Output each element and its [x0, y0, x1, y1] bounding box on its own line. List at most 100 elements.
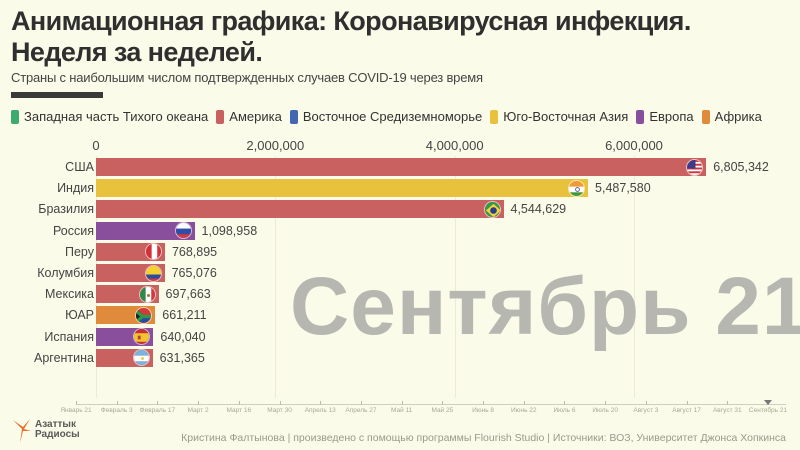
legend: Западная часть Тихого океана Америка Восто…	[11, 109, 762, 124]
timeline-tick	[401, 401, 403, 405]
country-label: Мексика	[44, 287, 94, 302]
timeline-date-label[interactable]: Август 17	[672, 407, 701, 414]
legend-label: Америка	[229, 109, 282, 124]
timeline-date-label[interactable]: Февраль 17	[139, 407, 176, 414]
gridline	[275, 156, 277, 398]
south-africa-flag-icon	[135, 306, 153, 324]
bar-row: Индия 5,487,580	[0, 179, 800, 198]
bar-row: Перу 768,895	[0, 242, 800, 261]
bar[interactable]	[96, 200, 504, 219]
legend-label: Восточное Средиземноморье	[302, 109, 483, 124]
timeline-date-label[interactable]: Апрель 27	[345, 407, 377, 414]
x-axis-tick-label: 6,000,000	[605, 138, 663, 153]
timeline-date-label[interactable]: Август 3	[633, 407, 659, 414]
bar-row: Бразилия 4,544,629	[0, 200, 800, 219]
x-axis-tick-label: 4,000,000	[425, 138, 484, 153]
timeline-tick	[605, 401, 607, 405]
legend-label: Западная часть Тихого океана	[24, 109, 209, 124]
timeline-date-label[interactable]: Март 2	[187, 407, 209, 414]
legend-item[interactable]: Юго-Восточная Азия	[490, 109, 628, 124]
gridline	[634, 156, 635, 398]
legend-item[interactable]: Западная часть Тихого океана	[11, 109, 208, 124]
timeline-tick	[360, 401, 362, 405]
timeline-track[interactable]	[76, 404, 786, 405]
timeline-date-label[interactable]: Апрель 13	[304, 407, 336, 414]
legend-item[interactable]: Европа	[636, 109, 694, 124]
title-line-1: Анимационная графика: Коронавирусная инф…	[11, 6, 691, 36]
bar[interactable]	[96, 179, 589, 198]
value-label: 6,805,342	[713, 160, 769, 174]
legend-swatch	[289, 109, 298, 124]
timeline-tick	[523, 401, 525, 405]
timeline-date-label[interactable]: Май 25	[431, 407, 454, 414]
timeline-date-label[interactable]: Июнь 8	[472, 407, 495, 414]
timeline-tick	[727, 401, 729, 405]
current-date-label: Сентябрь 21	[290, 261, 800, 352]
country-label: Бразилия	[38, 202, 94, 217]
chart-subtitle: Страны с наибольшим числом подтвержденны…	[11, 70, 483, 85]
legend-item[interactable]: Восточное Средиземноморье	[289, 109, 483, 124]
timeline-tick	[483, 401, 485, 405]
country-label: Колумбия	[37, 266, 94, 280]
value-label: 631,365	[159, 350, 205, 365]
timeline-playhead-handle[interactable]	[764, 400, 772, 405]
country-label: США	[65, 160, 94, 174]
timeline-slider[interactable]: Январь 21 Февраль 3 Февраль 17 Март 2 Март 1…	[0, 400, 800, 420]
timeline-date-label[interactable]: Май 11	[390, 407, 413, 414]
bar-row: Испания 640,040	[0, 327, 800, 346]
legend-item[interactable]: Америка	[216, 109, 282, 124]
radio-azattyk-logo-icon	[13, 419, 31, 443]
bar-row: Колумбия 765,076	[0, 264, 800, 282]
timeline-date-label[interactable]: Январь 21	[60, 407, 92, 414]
legend-swatch	[11, 109, 19, 124]
bar-row: США 6,805,342	[0, 158, 800, 176]
timeline-tick	[320, 401, 322, 405]
legend-label: Африка	[714, 109, 762, 124]
timeline-date-label[interactable]: Март 30	[267, 407, 292, 414]
bar[interactable]	[96, 158, 707, 176]
legend-swatch	[490, 109, 499, 124]
legend-swatch	[216, 109, 225, 124]
gridline	[454, 156, 456, 398]
timeline-tick	[198, 401, 200, 405]
country-label: Россия	[53, 223, 94, 238]
timeline-date-label[interactable]: Август 31	[712, 407, 742, 414]
legend-swatch	[701, 109, 710, 124]
title-line-2: Неделя за неделей.	[11, 37, 263, 67]
country-label: ЮАР	[65, 308, 94, 323]
x-axis-tick-label: 0	[92, 138, 100, 153]
india-flag-icon	[568, 179, 586, 197]
timeline-date-label[interactable]: Март 16	[226, 407, 252, 414]
brazil-flag-icon	[483, 200, 501, 218]
timeline-tick	[645, 401, 647, 405]
argentina-flag-icon	[132, 349, 150, 367]
colombia-flag-icon	[144, 264, 162, 282]
timeline-date-label[interactable]: Июль 6	[553, 407, 576, 414]
timeline-date-label[interactable]: Июль 20	[592, 407, 618, 414]
legend-item[interactable]: Африка	[701, 109, 762, 124]
timeline-date-label[interactable]: Июнь 22	[510, 407, 537, 414]
country-label: Индия	[57, 181, 94, 196]
timeline-tick	[76, 401, 77, 405]
country-label: Испания	[44, 329, 94, 344]
legend-label: Европа	[649, 109, 694, 124]
country-label: Аргентина	[34, 350, 94, 365]
bar[interactable]	[96, 221, 195, 240]
mexico-flag-icon	[138, 285, 156, 303]
bar-chart: 0 2,000,000 4,000,000 6,000,000 США 6,805,342…	[0, 130, 800, 400]
value-label: 697,663	[165, 287, 211, 302]
timeline-date-label[interactable]: Февраль 3	[100, 407, 133, 414]
bar-row: ЮАР 661,211	[0, 306, 800, 325]
timeline-tick	[686, 401, 688, 405]
timeline-tick	[564, 401, 566, 405]
russia-flag-icon	[174, 222, 192, 240]
legend-swatch	[636, 109, 645, 124]
bar-row: Россия 1,098,958	[0, 221, 800, 240]
timeline-date-label[interactable]: Сентябрь 21	[748, 407, 788, 414]
logo: Азаттык Радиосы	[10, 417, 80, 443]
x-axis-tick-label: 2,000,000	[246, 138, 305, 153]
value-label: 768,895	[171, 244, 218, 259]
credits: Кристина Фалтынова | произведено с помощ…	[181, 432, 786, 444]
timeline-tick	[157, 401, 159, 405]
logo-line-2: Радиосы	[35, 429, 80, 440]
